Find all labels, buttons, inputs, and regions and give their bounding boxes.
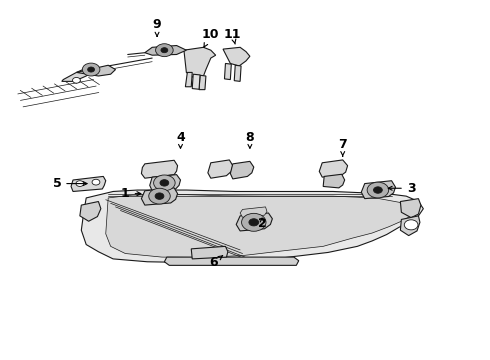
- Polygon shape: [106, 194, 411, 257]
- Polygon shape: [234, 65, 241, 81]
- Text: 6: 6: [209, 256, 222, 269]
- Polygon shape: [184, 47, 216, 78]
- Polygon shape: [223, 47, 250, 66]
- Polygon shape: [191, 246, 228, 259]
- Circle shape: [73, 77, 80, 83]
- Text: 3: 3: [388, 182, 416, 195]
- Circle shape: [367, 182, 389, 198]
- Polygon shape: [142, 160, 177, 178]
- Polygon shape: [71, 176, 106, 192]
- Polygon shape: [319, 160, 347, 177]
- Circle shape: [404, 220, 418, 230]
- Circle shape: [149, 188, 170, 204]
- Text: 2: 2: [258, 216, 267, 230]
- Polygon shape: [230, 161, 254, 179]
- Polygon shape: [323, 174, 344, 188]
- Text: 7: 7: [339, 138, 347, 156]
- Polygon shape: [224, 63, 231, 80]
- Polygon shape: [76, 65, 116, 76]
- Circle shape: [373, 187, 382, 193]
- Text: 8: 8: [245, 131, 254, 148]
- Polygon shape: [240, 207, 267, 217]
- Circle shape: [160, 180, 169, 186]
- Circle shape: [76, 181, 84, 186]
- Polygon shape: [81, 190, 423, 262]
- Circle shape: [92, 179, 100, 185]
- Circle shape: [161, 48, 168, 53]
- Circle shape: [154, 175, 175, 191]
- Circle shape: [88, 67, 95, 72]
- Text: 10: 10: [202, 28, 220, 47]
- Polygon shape: [208, 160, 233, 178]
- Polygon shape: [400, 216, 420, 235]
- Polygon shape: [150, 175, 180, 191]
- Text: 9: 9: [153, 18, 161, 36]
- Polygon shape: [199, 75, 206, 90]
- Polygon shape: [142, 188, 177, 205]
- Circle shape: [155, 193, 164, 199]
- Polygon shape: [400, 199, 421, 218]
- Polygon shape: [236, 213, 272, 231]
- Circle shape: [249, 219, 259, 226]
- Circle shape: [82, 63, 100, 76]
- Circle shape: [242, 213, 266, 231]
- Polygon shape: [62, 68, 91, 81]
- Polygon shape: [145, 45, 186, 55]
- Polygon shape: [192, 74, 200, 89]
- Polygon shape: [185, 72, 192, 87]
- Text: 4: 4: [176, 131, 185, 148]
- Polygon shape: [164, 257, 299, 265]
- Text: 5: 5: [52, 177, 87, 190]
- Polygon shape: [361, 181, 395, 199]
- Circle shape: [156, 44, 173, 57]
- Text: 11: 11: [224, 28, 242, 44]
- Text: 1: 1: [121, 187, 141, 200]
- Polygon shape: [80, 202, 101, 221]
